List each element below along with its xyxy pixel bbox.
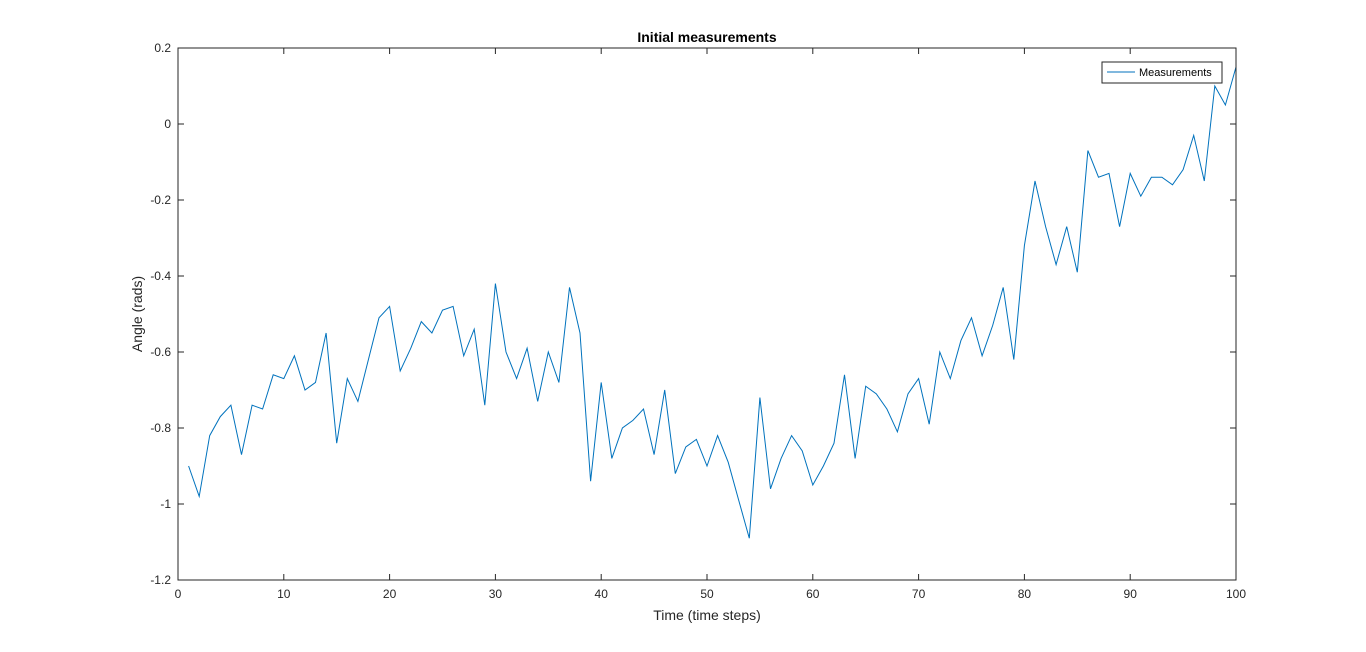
y-axis-label: Angle (rads) [129, 276, 145, 352]
legend-label-measurements: Measurements [1139, 67, 1212, 79]
x-tick-label: 50 [700, 587, 714, 601]
x-tick-label: 100 [1226, 587, 1246, 601]
chart-title: Initial measurements [637, 29, 776, 45]
legend: Measurements [1101, 61, 1223, 84]
plot-frame [177, 47, 1237, 581]
plot-area [178, 48, 1236, 580]
y-tick-label: -1.2 [150, 573, 171, 587]
x-tick-label: 70 [912, 587, 926, 601]
y-axis-ticks: -1.2 -1 -0.8 -0.6 -0.4 -0.2 0 0.2 [150, 41, 1236, 587]
x-tick-label: 80 [1018, 587, 1032, 601]
y-tick-label: 0 [164, 117, 171, 131]
y-tick-label: -0.8 [150, 421, 171, 435]
x-tick-label: 60 [806, 587, 820, 601]
x-axis-ticks: 0 10 20 30 40 50 60 70 80 90 100 [175, 48, 1246, 601]
y-tick-label: -0.2 [150, 193, 171, 207]
x-tick-label: 30 [489, 587, 503, 601]
x-tick-label: 90 [1124, 587, 1138, 601]
x-axis-label: Time (time steps) [653, 607, 761, 623]
y-tick-label: -0.4 [150, 269, 171, 283]
x-tick-label: 40 [595, 587, 609, 601]
y-tick-label: -1 [160, 497, 171, 511]
measurements-series-line [188, 66, 1237, 539]
legend-box [1101, 61, 1223, 84]
y-tick-label: -0.6 [150, 345, 171, 359]
x-tick-label: 0 [175, 587, 182, 601]
x-tick-label: 20 [383, 587, 397, 601]
y-tick-label: 0.2 [154, 41, 171, 55]
x-tick-label: 10 [277, 587, 291, 601]
